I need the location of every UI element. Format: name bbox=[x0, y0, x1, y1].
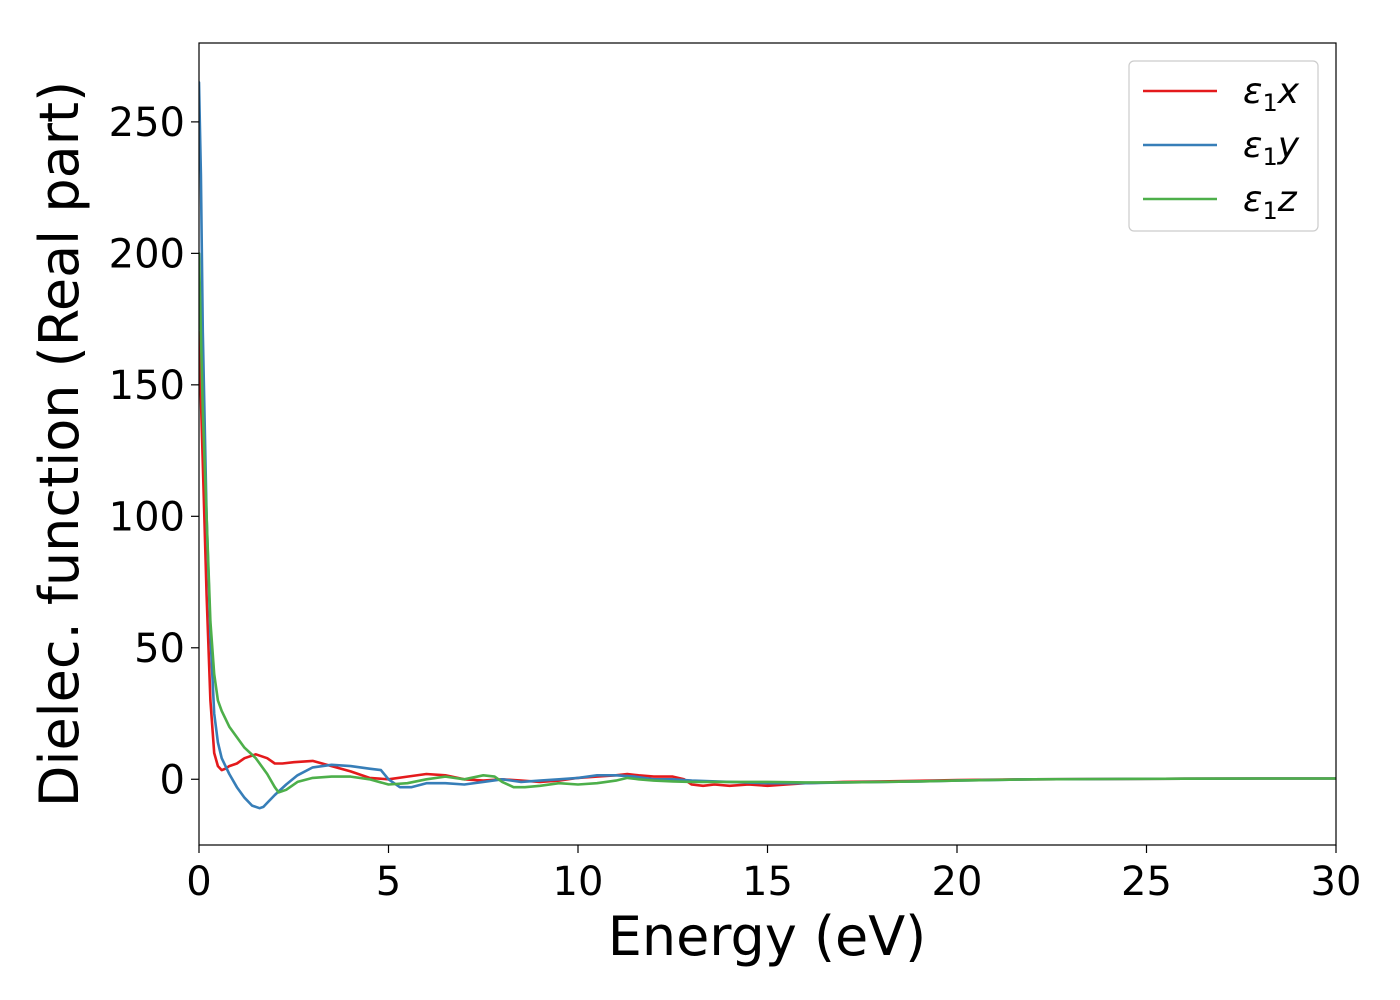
legend-subscript: 1 bbox=[1262, 89, 1277, 117]
y-tick-label: 150 bbox=[109, 363, 185, 409]
legend-symbol: ε bbox=[1243, 71, 1262, 112]
series-lines bbox=[199, 81, 1336, 810]
legend-variable: z bbox=[1277, 179, 1298, 220]
y-axis-label: Dielec. function (Real part) bbox=[28, 81, 91, 807]
x-axis: 0 5 10 15 20 25 30 bbox=[186, 845, 1361, 905]
y-tick-label: 250 bbox=[109, 100, 185, 146]
legend-box bbox=[1128, 60, 1319, 232]
legend-variable: x bbox=[1277, 71, 1300, 112]
x-tick-label: 30 bbox=[1311, 859, 1362, 905]
legend-label-z: ε1z bbox=[1243, 179, 1298, 225]
legend-subscript: 1 bbox=[1262, 197, 1277, 225]
legend-label-x: ε1x bbox=[1243, 71, 1300, 117]
x-axis-label: Energy (eV) bbox=[608, 905, 927, 968]
legend-symbol: ε bbox=[1243, 125, 1262, 166]
y-tick-label: 0 bbox=[160, 757, 185, 803]
y-tick-label: 100 bbox=[109, 494, 185, 540]
x-tick-label: 20 bbox=[932, 859, 983, 905]
x-tick-label: 0 bbox=[186, 859, 211, 905]
x-tick-label: 5 bbox=[376, 859, 401, 905]
legend-subscript: 1 bbox=[1262, 143, 1277, 171]
legend-label-y: ε1y bbox=[1243, 125, 1300, 171]
legend-variable: y bbox=[1277, 125, 1300, 166]
x-tick-label: 25 bbox=[1121, 859, 1172, 905]
y-axis: 0 50 100 150 200 250 bbox=[109, 100, 199, 803]
x-tick-label: 10 bbox=[553, 859, 604, 905]
y-tick-label: 200 bbox=[109, 231, 185, 277]
legend-symbol: ε bbox=[1243, 179, 1262, 220]
series-line-z bbox=[199, 252, 1336, 794]
y-tick-label: 50 bbox=[134, 626, 185, 672]
x-tick-label: 15 bbox=[742, 859, 793, 905]
